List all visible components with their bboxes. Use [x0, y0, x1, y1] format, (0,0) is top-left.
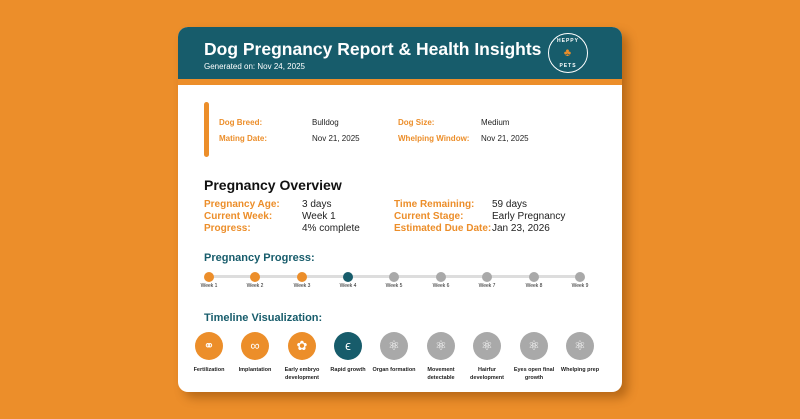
- dog-icon: ♣: [563, 47, 573, 59]
- embryo-icon: ✿: [296, 338, 308, 353]
- age-label: Pregnancy Age:: [204, 199, 280, 210]
- fetus-icon: ⚛: [574, 338, 586, 353]
- age-value: 3 days: [302, 199, 332, 210]
- week-dot: [575, 272, 585, 282]
- week-dot: [250, 272, 260, 282]
- due-value: Jan 23, 2026: [492, 223, 550, 233]
- fetus-icon: ⚛: [481, 338, 493, 353]
- timeline-stage-label: Movement detectable: [427, 367, 455, 381]
- week-dot: [482, 272, 492, 282]
- remaining-label: Time Remaining:: [394, 199, 475, 210]
- remaining-value: 59 days: [492, 199, 528, 210]
- progress-label: Progress:: [204, 223, 251, 233]
- week-dot: [297, 272, 307, 282]
- timeline-stage-label: Organ formation: [372, 367, 416, 373]
- due-label: Estimated Due Date:: [394, 223, 492, 233]
- week-dot: [204, 272, 214, 282]
- progress-title: Pregnancy Progress:: [204, 252, 315, 264]
- fetus-icon: ⚛: [528, 338, 540, 353]
- timeline-stage-label: Whelping prep: [560, 367, 600, 373]
- heppy-pets-logo: HEPPY ♣ PETS: [548, 33, 588, 73]
- timeline-stage-label: Fertilization: [193, 367, 225, 373]
- timeline-stage-label: Eyes open final growth: [513, 367, 555, 381]
- progress-value: 4% complete: [302, 223, 360, 233]
- timeline-stage-label: Early embryo development: [284, 367, 320, 381]
- header-stripe: [178, 79, 622, 85]
- mating-label: Mating Date:: [219, 134, 267, 143]
- breed-value: Bulldog: [312, 118, 339, 127]
- timeline-stage-label: Rapid growth: [330, 367, 366, 373]
- week-label: Week 4: [339, 283, 357, 289]
- timeline-title: Timeline Visualization:: [204, 312, 323, 324]
- size-label: Dog Size:: [398, 118, 435, 127]
- whelping-label: Whelping Window:: [398, 134, 470, 143]
- report-header: Dog Pregnancy Report & Health Insights G…: [178, 27, 622, 79]
- week-label: Week 7: [478, 283, 496, 289]
- week-dot: [436, 272, 446, 282]
- timeline-stage-circle: ⚛: [473, 332, 501, 360]
- report-title: Dog Pregnancy Report & Health Insights: [204, 39, 542, 59]
- timeline-stage-circle: ∞: [241, 332, 269, 360]
- overview-clipped-row: Progress: 4% complete Estimated Due Date…: [178, 223, 622, 233]
- timeline-stage-circle: ✿: [288, 332, 316, 360]
- week-dot: [389, 272, 399, 282]
- breed-label: Dog Breed:: [219, 118, 263, 127]
- timeline-stage-circle: ⚭: [195, 332, 223, 360]
- week-label: Week 1: [200, 283, 218, 289]
- stage-value: Early Pregnancy: [492, 211, 566, 222]
- cell-division-icon: ∞: [250, 338, 260, 353]
- week-label: Current Week:: [204, 211, 273, 222]
- whelping-value: Nov 21, 2025: [481, 134, 529, 143]
- timeline-stage-label: Hairfur development: [470, 367, 504, 381]
- timeline-stage-circle: ϵ: [334, 332, 362, 360]
- mating-value: Nov 21, 2025: [312, 134, 360, 143]
- week-label: Week 8: [525, 283, 543, 289]
- timeline-stage-circle: ⚛: [380, 332, 408, 360]
- logo-text-top: HEPPY: [557, 38, 579, 44]
- week-dot: [529, 272, 539, 282]
- size-value: Medium: [481, 118, 510, 127]
- logo-text-bottom: PETS: [559, 63, 577, 69]
- generated-date: Generated on: Nov 24, 2025: [204, 62, 305, 71]
- week-label: Week 5: [385, 283, 403, 289]
- week-value: Week 1: [302, 211, 336, 222]
- week-label: Week 9: [571, 283, 589, 289]
- overview-title: Pregnancy Overview: [204, 177, 342, 193]
- week-label: Week 6: [432, 283, 450, 289]
- info-accent-bar: [204, 102, 209, 157]
- fetus-curl-icon: ϵ: [345, 338, 351, 353]
- week-label: Week 3: [293, 283, 311, 289]
- fetus-icon: ⚛: [388, 338, 400, 353]
- week-label: Week 2: [246, 283, 264, 289]
- timeline-stage-circle: ⚛: [566, 332, 594, 360]
- timeline-stage-circle: ⚛: [427, 332, 455, 360]
- timeline-stage-label: Implantation: [238, 367, 272, 373]
- timeline-stage-circle: ⚛: [520, 332, 548, 360]
- fetus-icon: ⚛: [435, 338, 447, 353]
- egg-cell-icon: ⚭: [203, 338, 215, 353]
- week-dot: [343, 272, 353, 282]
- report-card: Dog Pregnancy Report & Health Insights G…: [178, 27, 622, 392]
- stage-label: Current Stage:: [394, 211, 464, 222]
